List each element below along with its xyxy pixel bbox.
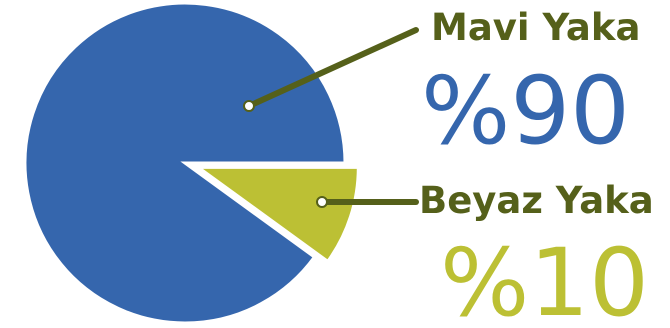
slice-label-mavi-yaka: Mavi Yaka [431,6,640,49]
pie-slice-beyaz-yaka [193,165,360,264]
leader-dot-mavi-yaka [243,100,255,112]
slice-value-beyaz-yaka: %10 [440,229,649,328]
slice-value-mavi-yaka: %90 [421,57,630,166]
pie-slice-mavi-yaka [23,1,347,325]
pie-slices [23,1,360,325]
slice-label-beyaz-yaka: Beyaz Yaka [419,179,654,222]
leader-lines [243,27,419,208]
leader-line-mavi-yaka [246,27,419,109]
leader-dot-beyaz-yaka [316,196,328,208]
